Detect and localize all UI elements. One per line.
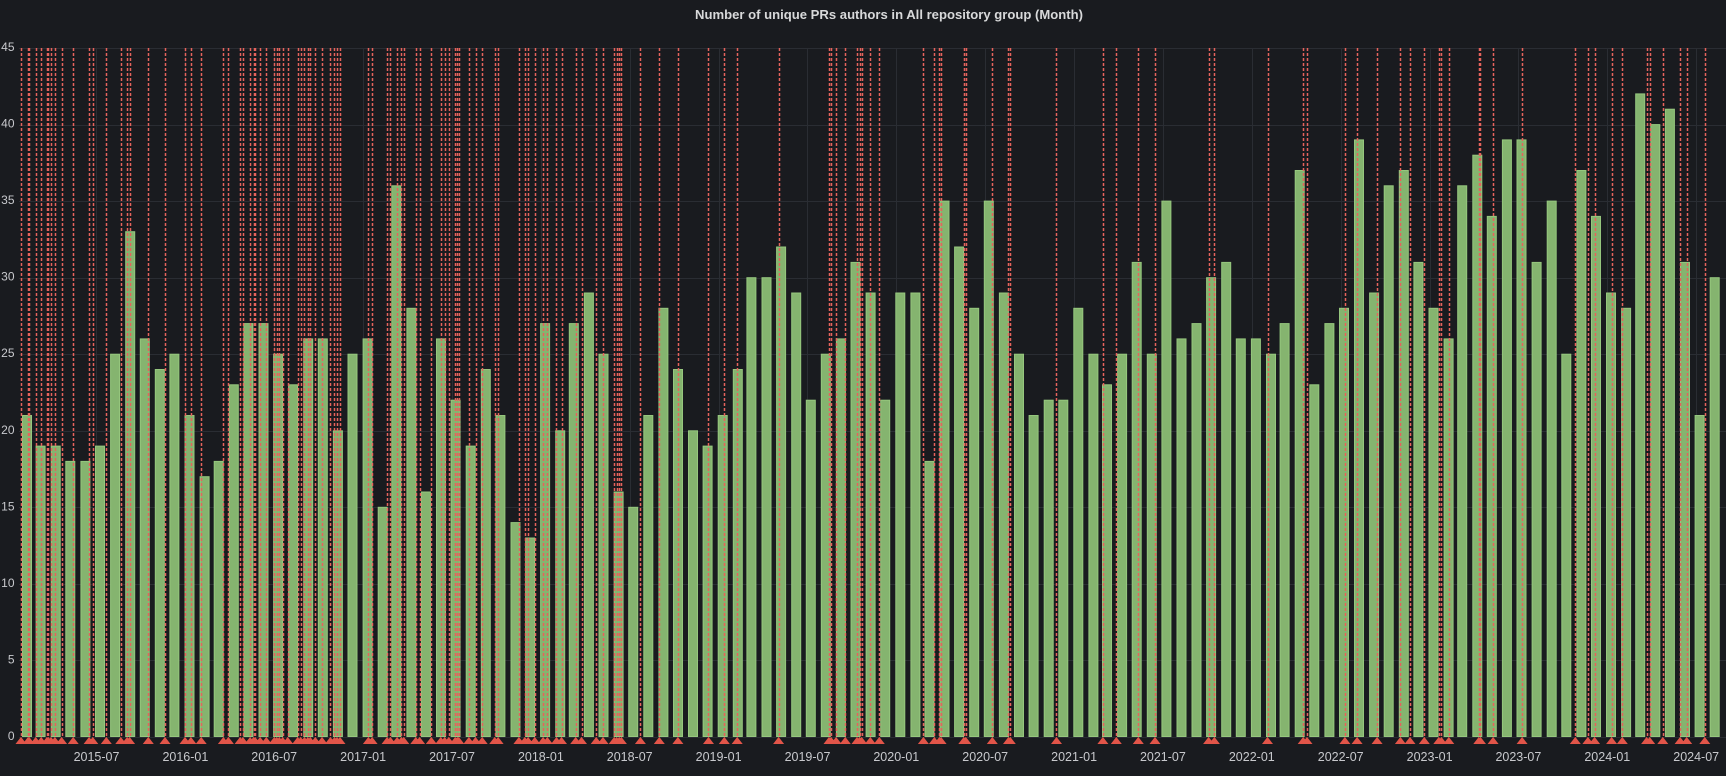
svg-text:2019-01: 2019-01 <box>696 750 742 764</box>
svg-text:5: 5 <box>8 652 15 666</box>
svg-text:2019-07: 2019-07 <box>785 750 831 764</box>
svg-text:2024-01: 2024-01 <box>1584 750 1630 764</box>
svg-text:35: 35 <box>1 193 15 207</box>
svg-text:2024-07: 2024-07 <box>1673 750 1719 764</box>
svg-text:10: 10 <box>1 576 15 590</box>
svg-text:2016-01: 2016-01 <box>162 750 208 764</box>
svg-text:2020-01: 2020-01 <box>873 750 919 764</box>
svg-text:40: 40 <box>1 117 15 131</box>
svg-text:2018-01: 2018-01 <box>518 750 564 764</box>
svg-text:0: 0 <box>8 729 15 743</box>
svg-text:2017-01: 2017-01 <box>340 750 386 764</box>
svg-text:2023-07: 2023-07 <box>1495 750 1541 764</box>
svg-text:2020-07: 2020-07 <box>962 750 1008 764</box>
svg-text:15: 15 <box>1 499 15 513</box>
svg-text:2022-07: 2022-07 <box>1318 750 1364 764</box>
svg-text:2018-07: 2018-07 <box>607 750 653 764</box>
svg-text:2016-07: 2016-07 <box>251 750 297 764</box>
svg-text:Number of unique PRs authors i: Number of unique PRs authors in All repo… <box>695 7 1083 22</box>
svg-text:45: 45 <box>1 40 15 54</box>
svg-text:2022-01: 2022-01 <box>1229 750 1275 764</box>
svg-text:2015-07: 2015-07 <box>74 750 120 764</box>
svg-text:30: 30 <box>1 270 15 284</box>
svg-text:20: 20 <box>1 423 15 437</box>
svg-text:2021-01: 2021-01 <box>1051 750 1097 764</box>
svg-text:25: 25 <box>1 346 15 360</box>
svg-text:2017-07: 2017-07 <box>429 750 475 764</box>
svg-text:2021-07: 2021-07 <box>1140 750 1186 764</box>
svg-text:2023-01: 2023-01 <box>1407 750 1453 764</box>
